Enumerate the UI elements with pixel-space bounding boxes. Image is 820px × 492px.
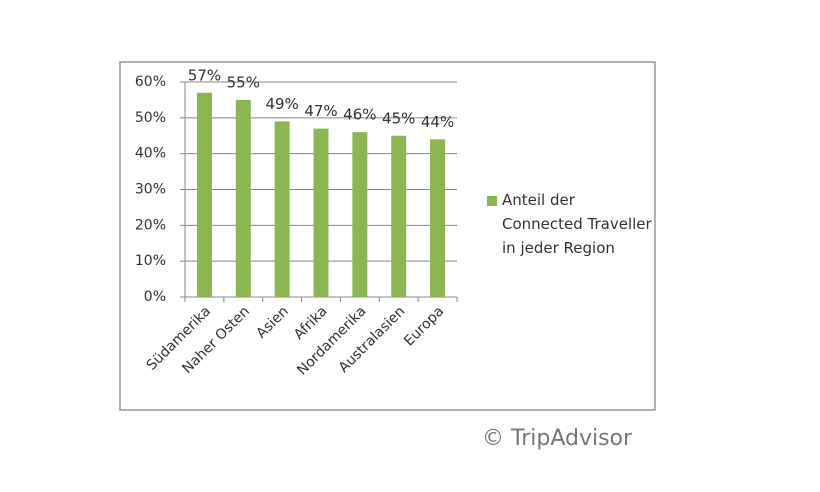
y-tick-label: 40% <box>135 146 166 162</box>
y-tick-label: 50% <box>135 110 166 126</box>
y-tick-label: 0% <box>144 289 166 305</box>
y-tick-label: 20% <box>135 217 166 233</box>
bar <box>391 135 407 297</box>
value-label: 55% <box>227 73 260 91</box>
y-tick-label: 10% <box>135 253 166 269</box>
value-label: 46% <box>343 106 376 124</box>
value-label: 45% <box>382 109 415 127</box>
y-tick-label: 30% <box>135 182 166 198</box>
value-label: 44% <box>421 113 454 131</box>
legend-swatch <box>487 196 497 206</box>
bar <box>196 92 212 297</box>
bar <box>430 139 446 297</box>
bar <box>313 128 329 297</box>
value-label: 57% <box>188 66 221 84</box>
source: © TripAdvisor <box>482 426 633 451</box>
y-tick-label: 60% <box>135 74 166 90</box>
legend-label: Anteil der Connected Traveller in jeder … <box>502 191 652 257</box>
value-label: 47% <box>304 102 337 120</box>
bar <box>274 121 290 298</box>
value-label: 49% <box>265 95 298 113</box>
bar <box>352 132 368 297</box>
bar <box>235 99 251 298</box>
